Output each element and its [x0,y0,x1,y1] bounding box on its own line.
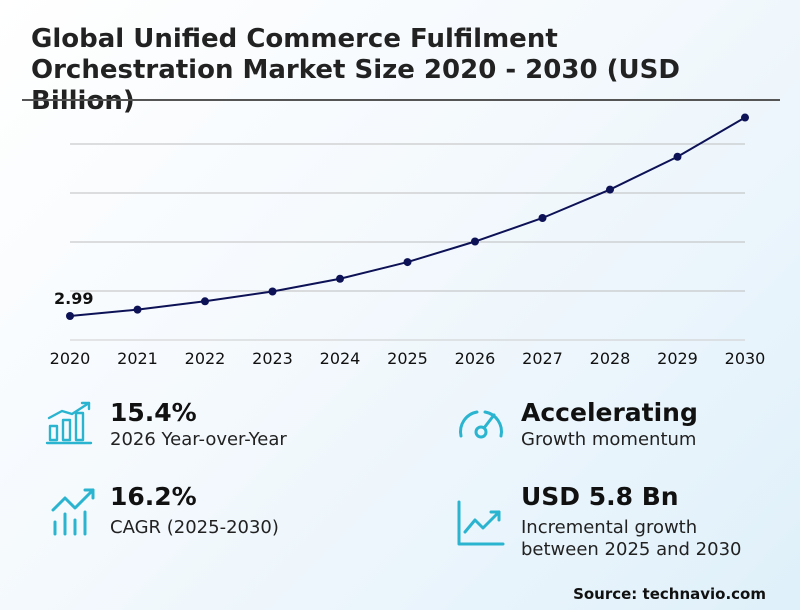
stat-momentum-value: Accelerating [521,398,698,427]
stat-incremental-value: USD 5.8 Bn [521,482,679,511]
stat-yoy-desc: 2026 Year-over-Year [110,429,287,450]
data-point [606,185,614,194]
data-point [741,113,749,122]
line-chart-up-icon [457,500,505,546]
x-tick-label: 2023 [252,349,293,368]
stat-yoy-value: 15.4% [110,398,197,427]
x-tick-label: 2030 [725,349,766,368]
data-point [403,258,412,267]
x-tick-label: 2021 [117,349,158,368]
series-line [69,116,746,317]
x-tick-label: 2025 [387,349,428,368]
source-credit: Source: technavio.com [573,585,766,603]
line-chart: 2020 2021 2022 2023 2024 2025 2026 2027 2028 2029… [50,113,766,368]
data-point [538,213,547,222]
data-point [201,297,209,306]
x-tick-label: 2020 [50,349,91,368]
data-point [133,305,142,314]
stat-cagr-desc: CAGR (2025-2030) [110,517,279,538]
title-divider [22,99,780,101]
x-tick-label: 2027 [522,349,563,368]
x-tick-label: 2024 [320,349,361,368]
stat-incremental-desc-line1: Incremental growth [521,517,698,538]
stat-cagr-value: 16.2% [110,482,197,511]
data-point [268,287,277,296]
gridlines [70,143,745,292]
data-point [673,152,682,161]
x-tick-label: 2029 [657,349,698,368]
speedometer-icon [459,410,503,439]
x-tick-label: 2022 [185,349,226,368]
data-point [336,274,344,283]
data-labels: 2.99 [54,289,93,308]
stat-momentum-desc: Growth momentum [521,429,697,450]
data-point [471,237,479,246]
data-label: 2.99 [54,289,93,308]
x-tick-labels: 2020 2021 2022 2023 2024 2025 2026 2027 2028 2029… [50,349,766,368]
data-points [66,113,749,320]
trend-bars-icon [51,488,95,536]
x-tick-label: 2026 [455,349,496,368]
data-point [66,311,74,320]
bar-chart-growth-icon [45,401,93,445]
chart-title: Global Unified Commerce Fulfilment Orche… [31,24,680,116]
x-tick-label: 2028 [590,349,631,368]
stat-incremental-desc-line2: between 2025 and 2030 [521,539,742,560]
